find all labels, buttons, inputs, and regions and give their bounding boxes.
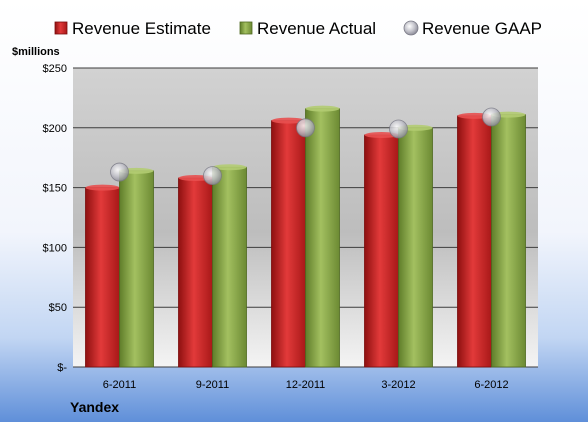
bar-cap <box>364 131 399 138</box>
x-tick-label: 3-2012 <box>381 379 415 391</box>
marker-revenue-gaap <box>203 166 222 186</box>
company-label: Yandex <box>70 399 119 415</box>
bar-revenue-actual <box>491 114 526 368</box>
bar-revenue-actual <box>119 170 154 368</box>
marker-revenue-gaap <box>389 119 408 139</box>
legend-item-1: Revenue Estimate <box>54 19 211 38</box>
y-tick-label: $100 <box>43 242 67 254</box>
x-axis-ticks: 6-2011 9-2011 12-2011 3-2012 6-2012 <box>103 379 509 391</box>
x-tick-label: 9-2011 <box>196 379 229 391</box>
bar-cap <box>85 184 120 191</box>
x-tick-label: 12-2011 <box>286 379 326 391</box>
x-tick-label: 6-2012 <box>474 379 508 391</box>
y-axis-unit-label: $millions <box>12 46 60 58</box>
bar-revenue-actual <box>305 108 340 368</box>
legend-swatch <box>239 21 253 35</box>
y-tick-label: $50 <box>49 302 67 314</box>
legend: Revenue Estimate Revenue Actual Revenue GA… <box>54 19 542 38</box>
y-tick-label: $200 <box>43 123 67 135</box>
bar-revenue-estimate <box>178 177 213 368</box>
bar-revenue-actual <box>398 127 433 368</box>
legend-swatch <box>403 20 419 36</box>
bar-revenue-estimate <box>271 120 306 368</box>
y-tick-label: $250 <box>43 63 67 75</box>
bar-revenue-estimate <box>457 115 492 368</box>
bar-cap <box>271 117 306 124</box>
bars <box>85 105 526 368</box>
gaap-markers <box>110 107 501 186</box>
marker-revenue-gaap <box>296 118 315 138</box>
y-axis-ticks: $- $50 $100 $150 $200 $250 <box>43 63 68 374</box>
legend-label: Revenue Actual <box>257 19 376 38</box>
marker-revenue-gaap <box>482 107 501 127</box>
y-tick-label: $150 <box>43 183 67 195</box>
legend-item-2: Revenue Actual <box>239 19 376 38</box>
legend-item-3: Revenue GAAP <box>403 19 542 38</box>
legend-label: Revenue GAAP <box>422 19 542 38</box>
legend-swatch <box>54 21 68 35</box>
bar-cap <box>212 164 247 171</box>
bar-cap <box>305 105 340 112</box>
y-tick-label: $- <box>57 362 67 374</box>
x-tick-label: 6-2011 <box>103 379 136 391</box>
bar-revenue-estimate <box>85 187 120 368</box>
legend-label: Revenue Estimate <box>72 19 211 38</box>
bar-revenue-actual <box>212 166 247 368</box>
marker-revenue-gaap <box>110 162 129 182</box>
bar-revenue-estimate <box>364 134 399 368</box>
